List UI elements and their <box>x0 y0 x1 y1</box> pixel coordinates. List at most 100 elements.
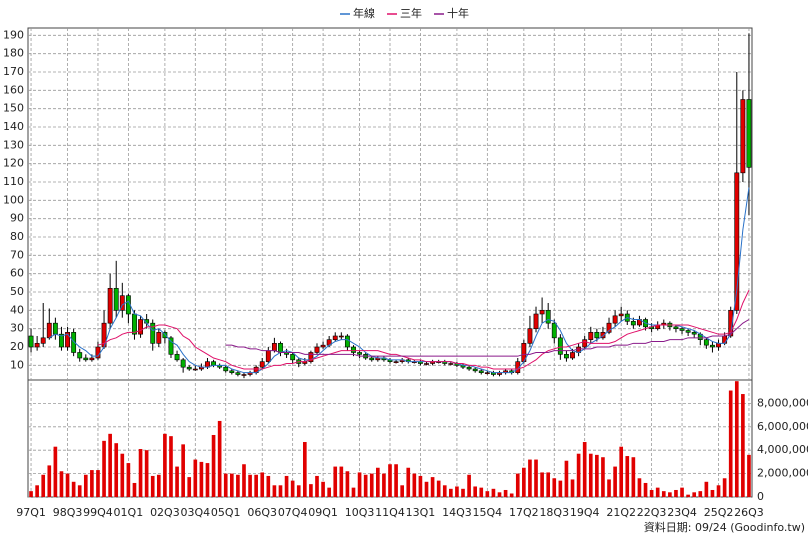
volume-bar <box>376 467 380 497</box>
volume-bar <box>114 443 119 497</box>
volume-bar <box>394 464 398 497</box>
candle-body <box>113 288 119 311</box>
volume-bar <box>199 461 204 497</box>
x-tick-label: 99Q4 <box>83 506 113 519</box>
volume-bar <box>138 449 143 497</box>
volume-bar <box>309 484 313 497</box>
volume-bar <box>455 486 459 497</box>
volume-bar <box>96 470 100 497</box>
volume-bar <box>595 454 599 497</box>
x-tick-label: 25Q2 <box>704 506 734 519</box>
candle-body <box>320 344 326 348</box>
candle-body <box>716 343 721 348</box>
volume-bar <box>576 453 581 497</box>
x-tick-label: 21Q2 <box>606 506 636 519</box>
volume-bar <box>108 433 112 497</box>
volume-bar <box>71 481 76 497</box>
x-tick-label: 22Q3 <box>637 506 667 519</box>
volume-bar <box>710 489 715 497</box>
candle-body <box>685 330 691 333</box>
candle-body <box>703 339 709 346</box>
candle-body <box>551 322 557 339</box>
volume-bar <box>686 494 690 497</box>
candle-body <box>588 332 594 340</box>
volume-bar <box>436 480 441 497</box>
volume-bar <box>649 489 654 497</box>
candle-body <box>338 335 344 338</box>
legend-label: 年線 <box>353 6 375 20</box>
volume-bar <box>546 472 551 497</box>
volume-bar <box>47 465 52 497</box>
volume-bar <box>211 434 216 497</box>
candle-body <box>344 335 350 348</box>
candle-body <box>271 343 277 351</box>
volume-bar <box>83 474 88 497</box>
volume-bar <box>655 487 660 497</box>
volume-tick-label: 2,000,000 <box>757 467 808 480</box>
y-tick-label: 120 <box>3 157 24 170</box>
volume-bar <box>473 486 478 497</box>
candle-body <box>424 363 429 365</box>
candle-body <box>186 366 192 370</box>
volume-bar <box>369 473 374 497</box>
x-tick-label: 05Q1 <box>211 506 241 519</box>
candle-body <box>89 357 95 361</box>
x-tick-label: 02Q3 <box>150 506 180 519</box>
candle-body <box>630 321 636 326</box>
volume-bar <box>747 454 751 497</box>
candle-body <box>612 315 618 324</box>
candle-body <box>369 357 375 361</box>
y-tick-label: 150 <box>3 102 24 115</box>
x-tick-label: 15Q4 <box>473 506 503 519</box>
volume-bar <box>668 492 672 497</box>
volume-tick-label: 0 <box>757 490 764 503</box>
volume-bar <box>728 390 733 497</box>
candle-body <box>570 352 575 359</box>
volume-bar <box>515 473 520 497</box>
x-tick-label: 14Q3 <box>442 506 472 519</box>
volume-bar <box>53 446 58 497</box>
y-tick-label: 170 <box>3 65 24 78</box>
volume-bar <box>698 491 703 497</box>
y-tick-label: 60 <box>10 267 24 280</box>
volume-bar <box>302 442 307 497</box>
volume-bar <box>400 485 404 497</box>
y-tick-label: 140 <box>3 120 24 133</box>
candle-body <box>472 368 478 372</box>
volume-bar <box>558 480 563 497</box>
volume-bar <box>41 474 46 497</box>
candle-body <box>484 372 490 374</box>
volume-tick-label: 4,000,000 <box>757 443 808 456</box>
candle-body <box>545 310 551 324</box>
candle-body <box>710 344 715 348</box>
volume-bar <box>90 470 94 497</box>
volume-bar <box>479 487 484 497</box>
volume-bar <box>601 457 605 497</box>
candle-body <box>34 343 40 348</box>
volume-bar <box>491 488 496 497</box>
volume-bar <box>272 485 277 497</box>
candle-body <box>265 350 271 362</box>
candle-body <box>564 354 569 359</box>
y-tick-label: 30 <box>10 322 24 335</box>
candle-body <box>393 361 399 363</box>
x-tick-label: 18Q3 <box>539 506 569 519</box>
source: 資料日期: 09/24 (Goodinfo.tw) <box>644 520 805 534</box>
candle-body <box>65 332 70 348</box>
volume-bar <box>193 459 198 497</box>
y-tick-label: 100 <box>3 193 24 206</box>
candle-body <box>673 326 679 329</box>
candle-body <box>168 337 174 355</box>
volume-bar <box>680 487 684 497</box>
candle-body <box>308 352 314 362</box>
volume-bar <box>363 474 368 497</box>
volume-bar <box>132 482 137 497</box>
y-tick-label: 80 <box>10 230 24 243</box>
volume-bar <box>528 459 532 497</box>
volume-bar <box>217 420 222 497</box>
candle-body <box>46 322 52 339</box>
volume-bar <box>65 473 70 497</box>
volume-bar <box>229 473 234 497</box>
volume-bar <box>522 467 526 497</box>
volume-bar <box>692 492 697 497</box>
